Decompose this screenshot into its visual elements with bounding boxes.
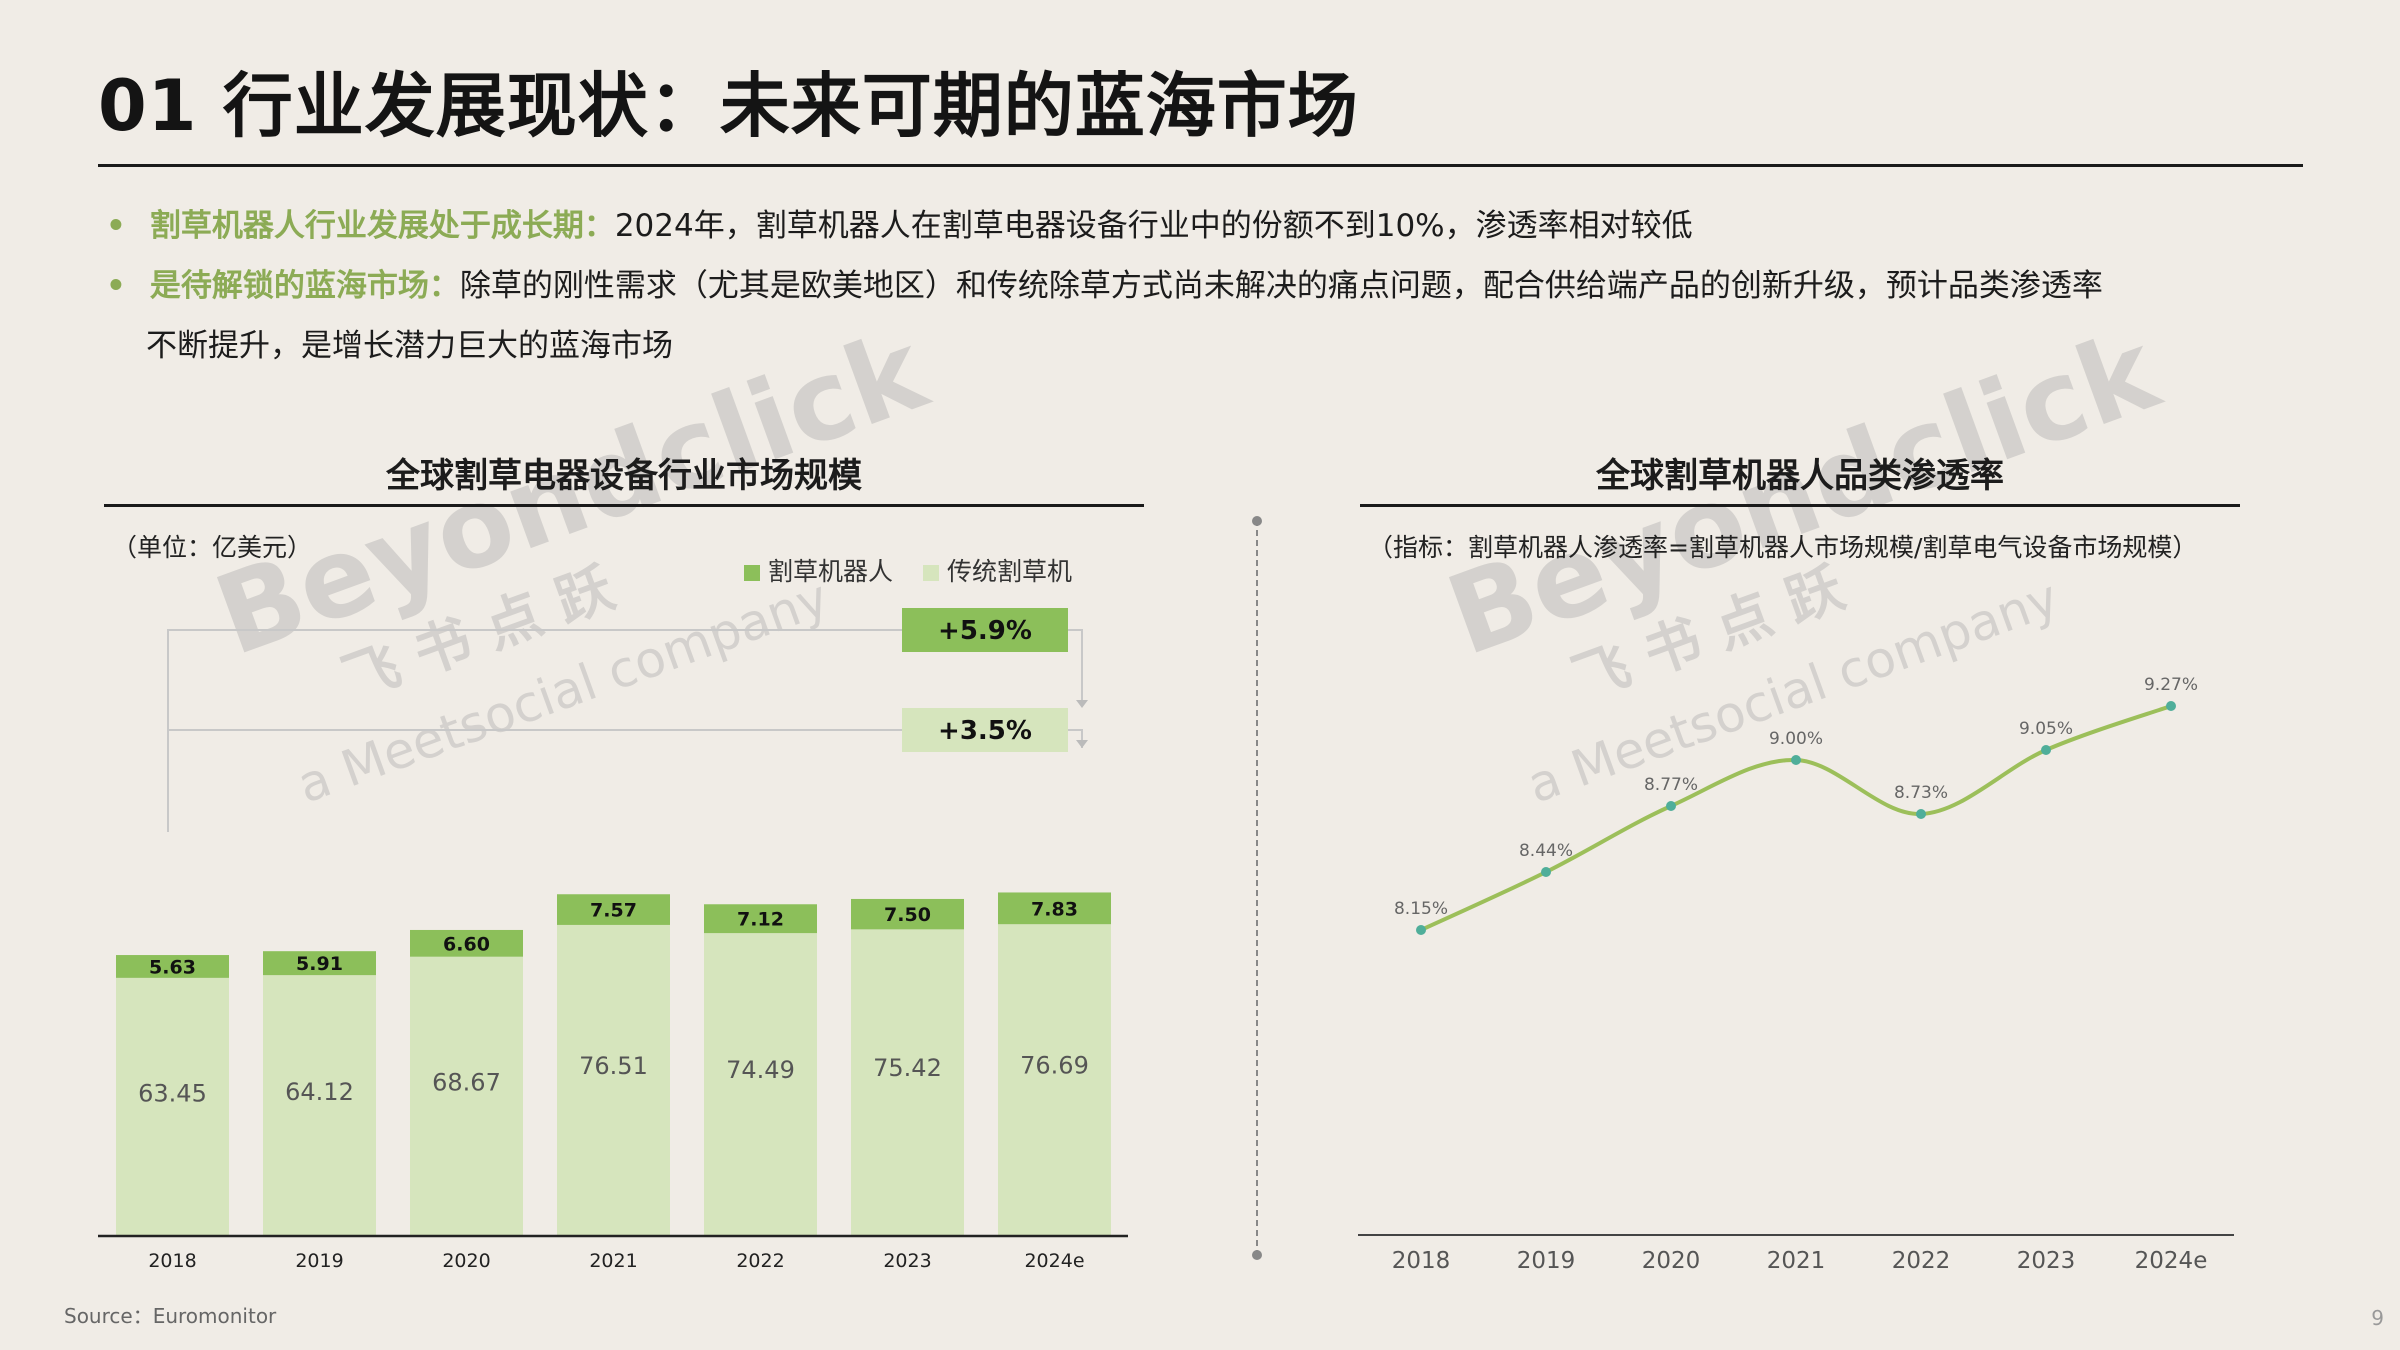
bar-value-label: 68.67 — [432, 1068, 501, 1096]
bracket-arrow — [1076, 700, 1088, 708]
bar-segment-robot — [116, 955, 229, 978]
x-tick-label: 2019 — [1517, 1248, 1576, 1274]
growth-badge — [902, 608, 1068, 652]
line-chart: 8.15% 8.44% 8.77% 9.00% 8.73% 9.05% 9.27% 2018 2… — [1358, 675, 2234, 1274]
data-point — [2041, 745, 2051, 755]
bar-segment-traditional — [557, 924, 670, 1235]
bullet-2: • 是待解锁的蓝海市场：除草的刚性需求（尤其是欧美地区）和传统除草方式尚未解决的痛… — [106, 256, 2103, 316]
data-point — [1541, 867, 1551, 877]
data-point — [1416, 925, 1426, 935]
bar-value-label: 7.57 — [590, 900, 637, 922]
x-tick-label: 2024e — [2135, 1248, 2208, 1274]
legend: 割草机器人 传统割草机 — [744, 552, 1094, 588]
data-point — [1916, 809, 1926, 819]
legend-swatch — [922, 565, 939, 581]
bar-segment-robot — [851, 898, 964, 930]
data-label: 9.00% — [1769, 729, 1823, 749]
growth-badge — [902, 708, 1068, 752]
bar-value-label: 75.42 — [873, 1054, 942, 1082]
legend-item: 传统割草机 — [922, 557, 1072, 586]
left-chart-title: 全球割草电器设备行业市场规模 — [386, 456, 862, 496]
x-tick-label: 2023 — [2017, 1248, 2076, 1274]
data-label: 8.77% — [1644, 775, 1698, 795]
bar-segment-robot — [998, 892, 1111, 925]
bar-segment-robot — [557, 894, 670, 925]
x-tick-label: 2019 — [295, 1250, 343, 1272]
legend-label: 传统割草机 — [946, 557, 1072, 586]
bar-value-label: 64.12 — [285, 1078, 354, 1106]
growth-label: +3.5% — [938, 716, 1032, 746]
bar-value-label: 6.60 — [443, 933, 490, 955]
data-point — [1666, 801, 1676, 811]
left-chart-title-rule — [104, 504, 1144, 507]
bar-segment-traditional — [998, 924, 1111, 1235]
data-label: 8.73% — [1894, 783, 1948, 803]
divider-dot — [1252, 1250, 1262, 1260]
x-tick-label: 2021 — [1767, 1248, 1826, 1274]
data-label: 8.15% — [1394, 899, 1448, 919]
bar-segment-traditional — [851, 929, 964, 1235]
page-title: 01 行业发展现状：未来可期的蓝海市场 — [98, 65, 1359, 147]
stacked-bar-chart: +5.9% +3.5% 63.45 5.63 2018 64.12 5.91 2019 68.6… — [98, 608, 1128, 1272]
divider-dot — [1252, 516, 1262, 526]
x-tick-label: 2021 — [589, 1250, 637, 1272]
bullet-1-highlight: 割草机器人行业发展处于成长期： — [149, 208, 615, 244]
x-tick-label: 2020 — [1642, 1248, 1701, 1274]
data-point — [1791, 755, 1801, 765]
bullet-2-text: 除草的刚性需求（尤其是欧美地区）和传统除草方式尚未解决的痛点问题，配合供给端产品… — [459, 268, 2103, 304]
bar-value-label: 76.51 — [579, 1052, 648, 1080]
source-note: Source：Euromonitor — [64, 1304, 277, 1328]
x-tick-label: 2022 — [736, 1250, 784, 1272]
bar-segment-robot — [410, 929, 523, 957]
right-chart-title: 全球割草机器人品类渗透率 — [1596, 456, 2004, 496]
bracket-arrow — [1076, 740, 1088, 748]
bar-value-label: 63.45 — [138, 1079, 207, 1107]
legend-label: 割草机器人 — [768, 557, 894, 586]
title-divider — [98, 164, 2303, 167]
data-point — [2166, 701, 2176, 711]
legend-item: 割草机器人 — [744, 557, 893, 586]
formula-note: （指标：割草机器人渗透率=割草机器人市场规模/割草电气设备市场规模） — [1368, 533, 2198, 562]
bar-segment-traditional — [263, 975, 376, 1235]
data-label: 8.44% — [1519, 841, 1573, 861]
x-tick-label: 2023 — [883, 1250, 931, 1272]
bar-segment-traditional — [116, 977, 229, 1235]
bar-value-label: 7.50 — [884, 904, 931, 926]
bar-value-label: 5.91 — [296, 953, 343, 975]
bar-value-label: 5.63 — [149, 956, 196, 978]
legend-swatch — [744, 565, 760, 581]
bar-value-label: 7.12 — [737, 909, 784, 931]
bar-value-label: 74.49 — [726, 1056, 795, 1084]
bullet-dot: • — [106, 208, 126, 244]
unit-note: （单位：亿美元） — [112, 533, 313, 562]
page-number: 9 — [2371, 1306, 2384, 1330]
x-tick-label: 2018 — [1392, 1248, 1451, 1274]
data-label: 9.27% — [2144, 675, 2198, 695]
bar-segment-robot — [704, 904, 817, 934]
right-chart-title-rule — [1360, 504, 2240, 507]
x-tick-label: 2020 — [442, 1250, 490, 1272]
x-tick-label: 2024e — [1024, 1250, 1084, 1272]
bar-segment-robot — [263, 951, 376, 976]
x-tick-label: 2018 — [148, 1250, 196, 1272]
x-tick-label: 2022 — [1892, 1248, 1951, 1274]
bullet-1-text: 2024年，割草机器人在割草电器设备行业中的份额不到10%，渗透率相对较低 — [614, 208, 1693, 244]
growth-label: +5.9% — [938, 616, 1032, 646]
data-label: 9.05% — [2019, 719, 2073, 739]
bullet-1: • 割草机器人行业发展处于成长期：2024年，割草机器人在割草电器设备行业中的份额… — [106, 196, 1693, 256]
column-divider — [1256, 520, 1258, 1256]
bullet-dot: • — [106, 268, 126, 304]
bullet-2-continuation: 不断提升，是增长潜力巨大的蓝海市场 — [146, 328, 673, 364]
bar-value-label: 76.69 — [1020, 1051, 1089, 1079]
bar-segment-traditional — [704, 933, 817, 1235]
bar-segment-traditional — [410, 956, 523, 1235]
bullet-2-highlight: 是待解锁的蓝海市场： — [149, 268, 460, 304]
bar-value-label: 7.83 — [1031, 898, 1078, 920]
